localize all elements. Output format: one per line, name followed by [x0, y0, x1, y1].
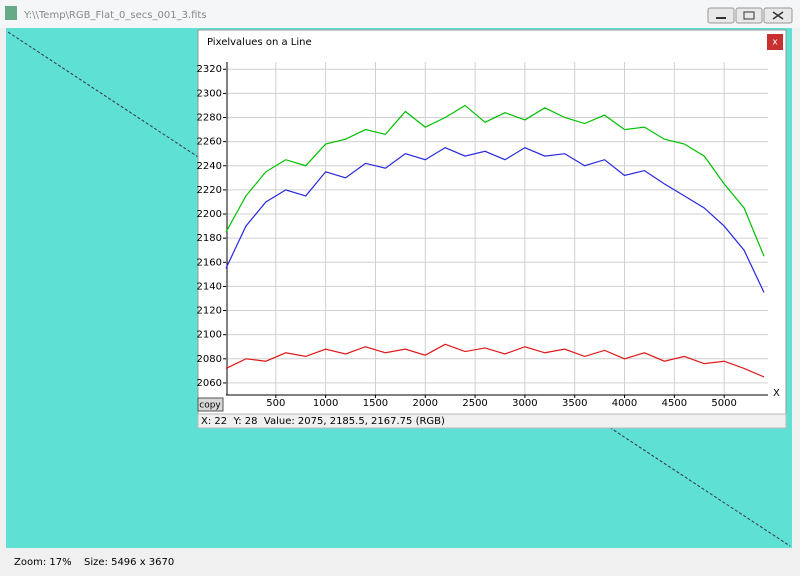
- x-tick-label: 4000: [612, 398, 637, 409]
- title-bar: [0, 0, 800, 28]
- y-tick-label: 2260: [197, 137, 222, 148]
- popup-frame: [197, 29, 787, 429]
- profile-window: Pixelvalues on a Line x copy X: 22 Y: 28…: [197, 29, 787, 429]
- y-tick-label: 2220: [197, 185, 222, 196]
- x-tick-label: 5000: [711, 398, 736, 409]
- readout-bar: [197, 413, 787, 429]
- x-tick-label: 2000: [413, 398, 438, 409]
- size-label: Size: 5496 x 3670: [84, 557, 174, 568]
- y-tick-label: 2200: [197, 209, 222, 220]
- popup-title: Pixelvalues on a Line: [207, 37, 312, 48]
- y-tick-label: 2080: [197, 354, 222, 365]
- y-tick-label: 2160: [197, 257, 222, 268]
- popup-close-button[interactable]: [767, 34, 783, 50]
- x-tick-label: 1000: [313, 398, 338, 409]
- y-tick-label: 2180: [197, 233, 222, 244]
- y-tick-label: 2300: [197, 88, 222, 99]
- y-tick-label: 2280: [197, 113, 222, 124]
- series-line: [225, 343, 765, 378]
- status-bar: [0, 550, 800, 576]
- popup-close-label: x: [772, 38, 778, 48]
- maximize-button[interactable]: [735, 7, 763, 24]
- y-tick-label: 2320: [197, 64, 222, 75]
- x-tick-label: 500: [266, 398, 285, 409]
- x-tick-label: 3500: [562, 398, 587, 409]
- x-tick-label: 1500: [363, 398, 388, 409]
- series-line: [225, 104, 765, 257]
- x-axis-label: X: [773, 388, 780, 399]
- window-title: Y:\\Temp\RGB_Flat_0_secs_001_3.fits: [23, 10, 207, 21]
- copy-label: copy: [199, 401, 221, 411]
- maximize-icon: [743, 11, 755, 20]
- x-tick-label: 2500: [462, 398, 487, 409]
- close-icon: [772, 11, 784, 20]
- readout: X: 22 Y: 28 Value: 2075, 2185.5, 2167.75…: [201, 416, 445, 427]
- y-tick-label: 2240: [197, 161, 222, 172]
- y-tick-label: 2100: [197, 330, 222, 341]
- app-icon: [5, 6, 17, 20]
- y-tick-label: 2120: [197, 306, 222, 317]
- y-tick-label: 2060: [197, 378, 222, 389]
- y-tick-label: 2140: [197, 281, 222, 292]
- x-tick-label: 4500: [662, 398, 687, 409]
- x-tick-label: 3000: [512, 398, 537, 409]
- zoom-label: Zoom: 17%: [14, 557, 72, 568]
- copy-button[interactable]: [197, 397, 224, 412]
- minimize-button[interactable]: [707, 7, 735, 24]
- series-line: [225, 146, 765, 293]
